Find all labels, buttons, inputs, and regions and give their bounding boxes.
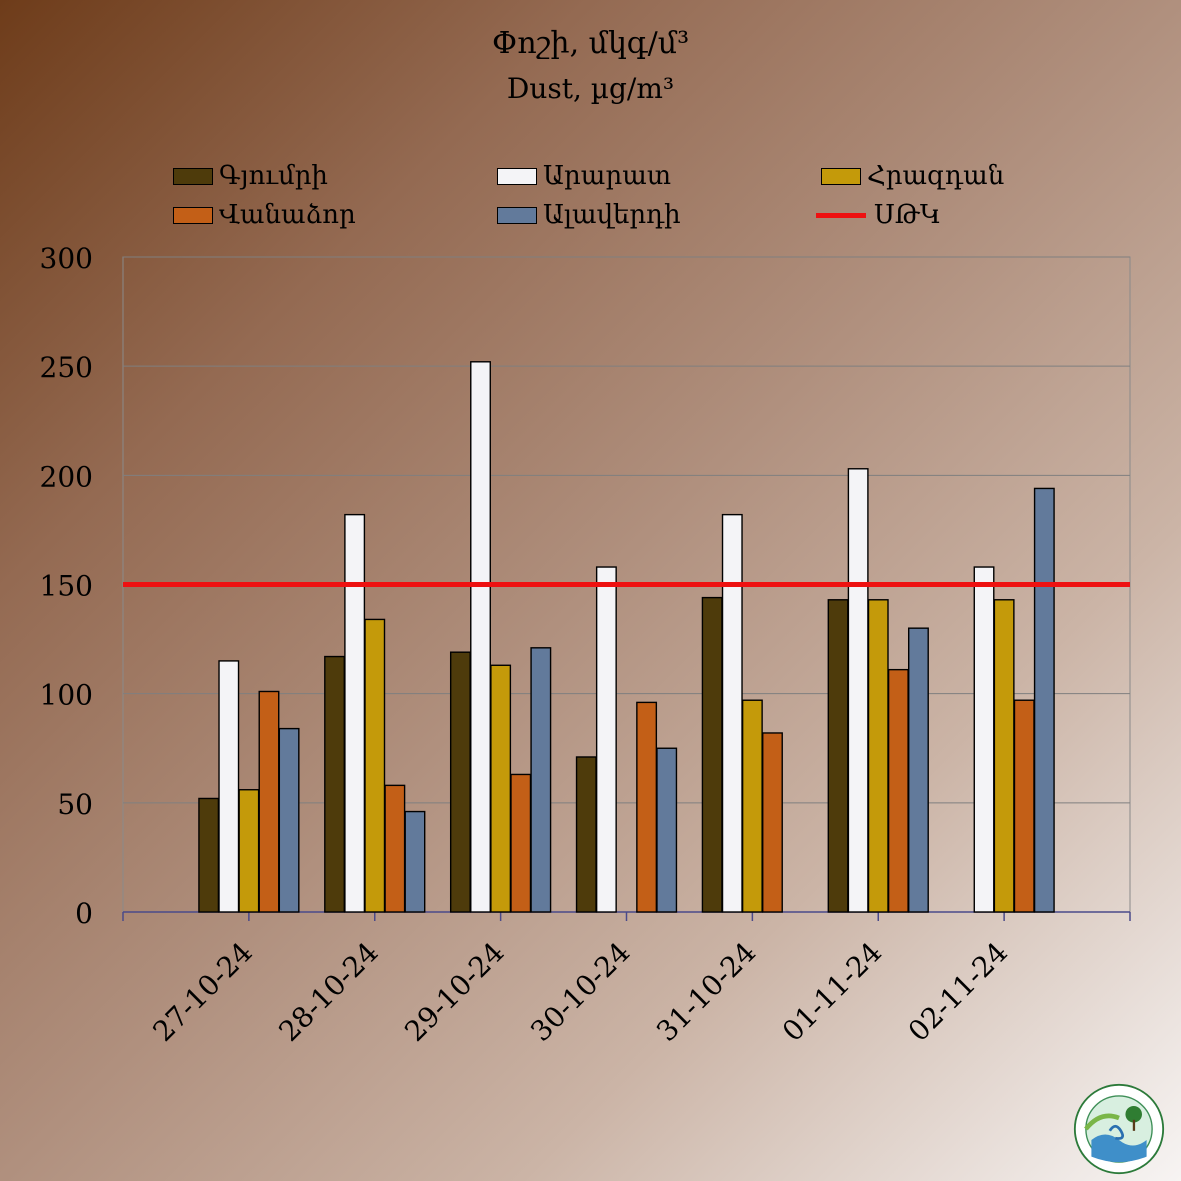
legend-label-ararat: Արարատ <box>543 161 672 191</box>
legend-label-hrazdan: Հրազդան <box>867 161 1005 191</box>
bar-hrazdan <box>867 599 889 913</box>
bar-vanadzor <box>384 784 406 913</box>
legend-label-limit: ՍԹԿ <box>874 200 941 230</box>
legend-swatch-gyumri <box>173 167 213 185</box>
bar-alaverdi <box>530 647 552 913</box>
legend-label-gyumri: Գյումրի <box>219 161 328 191</box>
x-tick-label: 02-11-24 <box>902 936 1014 1048</box>
y-tick-label: 300 <box>40 242 93 275</box>
legend-item-hrazdan: Հրազդան <box>821 160 1004 192</box>
y-tick-label: 50 <box>57 788 93 821</box>
x-tick-label: 01-11-24 <box>776 936 888 1048</box>
legend-item-alaverdi: Ալավերդի <box>497 199 681 231</box>
x-tick-label: 30-10-24 <box>524 936 636 1048</box>
bar-gyumri <box>701 596 723 913</box>
legend-swatch-ararat <box>497 167 537 185</box>
bar-hrazdan <box>993 599 1015 913</box>
y-tick-label: 200 <box>40 460 93 493</box>
y-tick-label: 0 <box>75 897 93 930</box>
bar-vanadzor <box>762 732 783 913</box>
bar-alaverdi <box>908 627 929 913</box>
bar-ararat <box>470 361 491 913</box>
bar-ararat <box>595 566 617 913</box>
legend-line-limit <box>816 212 866 218</box>
x-tick-label: 31-10-24 <box>650 936 762 1048</box>
x-tick-label: 27-10-24 <box>147 936 259 1048</box>
legend-swatch-vanadzor <box>173 206 213 224</box>
bar-hrazdan <box>364 618 386 913</box>
x-tick-label: 28-10-24 <box>272 936 384 1048</box>
y-tick-label: 100 <box>40 679 93 712</box>
bar-vanadzor <box>1013 699 1035 913</box>
bar-vanadzor <box>636 701 658 913</box>
bar-ararat <box>721 513 743 913</box>
legend-item-vanadzor: Վանաձոր <box>173 199 356 231</box>
bar-ararat <box>218 660 240 913</box>
bar-vanadzor <box>887 668 909 913</box>
legend-label-alaverdi: Ալավերդի <box>543 200 681 230</box>
bar-ararat <box>973 566 995 913</box>
bar-vanadzor <box>258 690 280 913</box>
bar-alaverdi <box>1033 487 1055 913</box>
bar-hrazdan <box>490 664 512 913</box>
bar-vanadzor <box>510 773 532 913</box>
y-tick-label: 150 <box>40 570 93 603</box>
bar-alaverdi <box>656 747 678 913</box>
bar-alaverdi <box>404 810 426 913</box>
bar-gyumri <box>449 651 471 913</box>
bar-hrazdan <box>238 789 260 913</box>
legend-item-ararat: Արարատ <box>497 160 671 192</box>
legend-item-limit: ՍԹԿ <box>816 199 941 231</box>
legend-item-gyumri: Գյումրի <box>173 160 328 192</box>
chart-subtitle: Dust, µg/m³ <box>506 72 675 105</box>
bar-gyumri <box>198 797 220 913</box>
bar-alaverdi <box>278 727 300 913</box>
bar-gyumri <box>827 599 849 913</box>
x-tick-label: 29-10-24 <box>398 936 510 1048</box>
bar-gyumri <box>324 655 345 913</box>
chart-title: Փոշի, մկգ/մ³ <box>491 26 690 61</box>
legend-swatch-hrazdan <box>821 167 861 185</box>
y-tick-label: 250 <box>40 351 93 384</box>
bar-ararat <box>847 468 869 913</box>
bar-gyumri <box>575 756 597 913</box>
bar-hrazdan <box>741 699 763 913</box>
bar-ararat <box>344 513 366 913</box>
legend-label-vanadzor: Վանաձոր <box>219 200 356 230</box>
legend-swatch-alaverdi <box>497 206 537 224</box>
hydromet-logo-icon <box>1073 1083 1165 1175</box>
